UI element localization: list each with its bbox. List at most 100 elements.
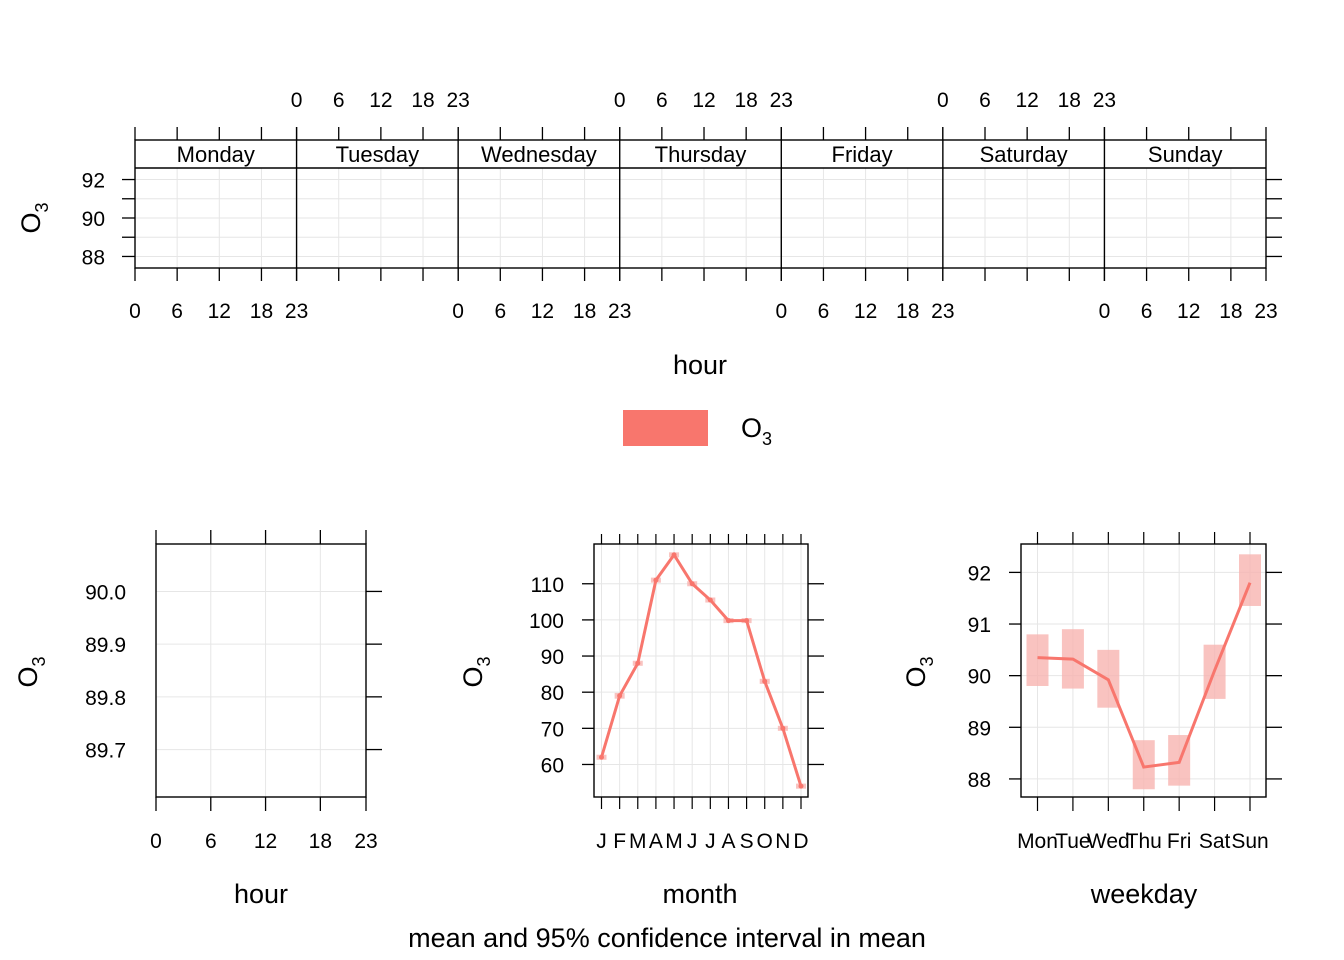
strip-label-tuesday: Tuesday: [336, 142, 420, 167]
x-tick-label: J: [705, 830, 716, 853]
x-tick-label: 6: [494, 300, 506, 323]
data-point: [617, 693, 623, 699]
x-tick-label: 6: [979, 89, 991, 112]
y-tick-label: 91: [968, 614, 991, 637]
y-axis-label-text: O3: [901, 656, 937, 687]
y-axis-label-text: O3: [13, 656, 49, 687]
data-point: [689, 581, 695, 587]
data-point: [762, 678, 768, 684]
x-tick-label: Wed: [1087, 830, 1130, 853]
x-tick-label: 18: [309, 830, 332, 853]
strip-label-sunday: Sunday: [1148, 142, 1223, 167]
x-tick-label: 12: [692, 89, 715, 112]
ci-band: [1026, 634, 1049, 686]
y-axis-label-sub: 3: [917, 656, 937, 666]
data-point: [798, 783, 804, 789]
y-tick-label: 60: [541, 754, 564, 777]
x-tick-label: 12: [208, 300, 231, 323]
data-point: [744, 618, 750, 624]
series-line-weekday: [1037, 582, 1252, 769]
y-tick-label: 90: [968, 666, 991, 689]
panel-border: [134, 139, 1267, 269]
y-tick-label: 89: [968, 717, 991, 740]
y-tick-label: 100: [529, 610, 564, 633]
x-tick-label: 18: [1058, 89, 1081, 112]
x-tick-label: A: [649, 830, 663, 853]
y-tick-label: 89.9: [85, 634, 126, 657]
y-axis-label: O3: [901, 656, 937, 687]
x-tick-label: M: [629, 830, 647, 853]
legend-swatch: [623, 410, 708, 446]
x-tick-label: 0: [291, 89, 303, 112]
panel-border: [155, 543, 367, 798]
x-tick-label: N: [775, 830, 790, 853]
y-axis-label: O3: [16, 202, 52, 233]
x-tick-label: Mon: [1017, 830, 1058, 853]
y-tick-label: 89.8: [85, 687, 126, 710]
y-tick-label: 70: [541, 718, 564, 741]
x-tick-label: 18: [734, 89, 757, 112]
x-tick-label: 23: [608, 300, 631, 323]
y-axis-label-main: O: [458, 667, 488, 688]
x-tick-label: 0: [129, 300, 141, 323]
y-tick-label: 90.0: [85, 581, 126, 604]
y-tick-label: 88: [968, 769, 991, 792]
y-tick-label: 88: [82, 246, 105, 269]
x-tick-label: 23: [931, 300, 954, 323]
x-tick-label: M: [665, 830, 683, 853]
x-tick-label: Sun: [1231, 830, 1268, 853]
x-axis-label: hour: [234, 879, 288, 909]
x-tick-label: 23: [354, 830, 377, 853]
x-tick-label: F: [613, 830, 626, 853]
x-tick-label: 6: [818, 300, 830, 323]
strip-label-thursday: Thursday: [655, 142, 747, 167]
legend-label-sub: 3: [762, 429, 772, 449]
x-tick-label: 12: [531, 300, 554, 323]
x-tick-label: 23: [1093, 89, 1116, 112]
panel-border: [593, 543, 809, 798]
x-tick-label: Thu: [1126, 830, 1162, 853]
x-tick-label: 23: [770, 89, 793, 112]
y-axis-label-sub: 3: [32, 202, 52, 212]
x-tick-label: 12: [1015, 89, 1038, 112]
x-tick-label: 12: [1177, 300, 1200, 323]
data-point: [635, 660, 641, 666]
x-tick-label: Fri: [1167, 830, 1192, 853]
y-axis-label-sub: 3: [29, 656, 49, 666]
y-axis-label-sub: 3: [474, 656, 494, 666]
data-point: [653, 577, 659, 583]
data-point: [671, 552, 677, 558]
data-point: [780, 725, 786, 731]
x-tick-label: 0: [937, 89, 949, 112]
x-tick-label: S: [740, 830, 754, 853]
data-point: [599, 754, 604, 760]
x-tick-label: 6: [656, 89, 668, 112]
x-tick-label: 6: [205, 830, 217, 853]
legend-label-main: O: [741, 413, 762, 443]
x-tick-label: J: [596, 830, 607, 853]
strip-label-saturday: Saturday: [980, 142, 1068, 167]
y-axis-label-main: O: [901, 667, 931, 688]
strip-label-monday: Monday: [177, 142, 255, 167]
x-tick-label: D: [793, 830, 808, 853]
x-tick-label: Tue: [1055, 830, 1090, 853]
legend-label: O3: [741, 413, 772, 449]
y-axis-label-text: O3: [16, 202, 52, 233]
x-tick-label: Sat: [1199, 830, 1231, 853]
y-tick-label: 80: [541, 682, 564, 705]
series-line-month: [600, 552, 803, 787]
x-tick-label: 6: [171, 300, 183, 323]
x-tick-label: 12: [254, 830, 277, 853]
strip-label-friday: Friday: [832, 142, 893, 167]
x-tick-label: 0: [775, 300, 787, 323]
x-tick-label: J: [687, 830, 698, 853]
data-point: [707, 597, 713, 603]
y-axis-label: O3: [13, 656, 49, 687]
x-tick-label: A: [721, 830, 735, 853]
x-tick-label: 0: [1099, 300, 1111, 323]
x-tick-label: 12: [854, 300, 877, 323]
x-tick-label: 0: [150, 830, 162, 853]
y-axis-label-main: O: [16, 213, 46, 234]
y-tick-label: 90: [82, 208, 105, 231]
x-tick-label: O: [757, 830, 773, 853]
